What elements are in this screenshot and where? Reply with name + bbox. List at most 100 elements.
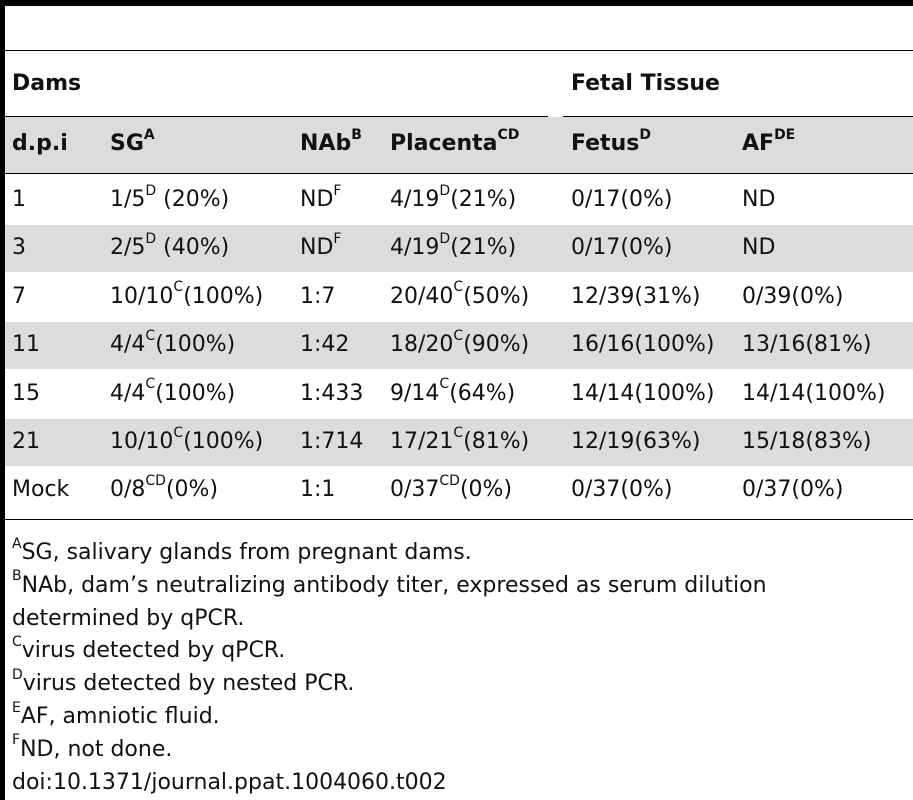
placenta-value: 17/21	[390, 429, 454, 454]
placenta-percent: (64%)	[449, 380, 516, 406]
placenta-percent: (50%)	[463, 283, 530, 309]
footnote-line: determined by qPCR.	[12, 606, 244, 632]
cell-sg: 4/4C(100%)	[110, 329, 236, 358]
cell-placenta: 20/40C(50%)	[390, 280, 530, 310]
cell-dpi: Mock	[12, 477, 69, 503]
fetus-value: 16/16(100%)	[571, 332, 715, 358]
sg-value: 1/5	[110, 187, 146, 212]
fetus-value: 0/17(0%)	[571, 187, 673, 212]
header-label: NAb	[300, 131, 352, 156]
cell-placenta: 9/14C(64%)	[390, 377, 516, 407]
cell-placenta: 0/37CD(0%)	[390, 474, 512, 503]
rule-fetal-group	[563, 116, 913, 117]
nab-value: ND	[300, 187, 334, 212]
fetus-value: 0/17(0%)	[571, 235, 673, 261]
nab-value: 1:7	[300, 283, 336, 309]
cell-fetus: 0/37(0%)	[571, 477, 672, 503]
cell-dpi: 7	[12, 284, 26, 310]
placenta-value: 9/14	[390, 380, 440, 406]
af-value: 0/39(0%)	[742, 283, 844, 309]
nab-superscript: F	[333, 231, 342, 248]
af-value: 15/18(83%)	[742, 429, 872, 454]
cell-af: 14/14(100%)	[742, 381, 885, 407]
footnote-marker: C	[12, 634, 22, 651]
footnote-marker: E	[12, 699, 21, 716]
cell-af: ND	[742, 187, 775, 213]
cell-placenta: 17/21C(81%)	[390, 426, 529, 455]
cell-af: 0/39(0%)	[742, 284, 843, 310]
af-value: ND	[742, 235, 776, 261]
cell-nab: NDF	[300, 184, 341, 213]
rule-under-caption	[5, 50, 913, 51]
cell-af: 15/18(83%)	[742, 429, 871, 455]
cell-nab: 1:1	[300, 477, 335, 503]
nab-value: 1:433	[300, 380, 364, 406]
placenta-superscript: C	[453, 279, 464, 296]
placenta-superscript: C	[453, 424, 464, 441]
dpi-value: 15	[12, 380, 40, 406]
placenta-superscript: CD	[439, 473, 460, 490]
cell-placenta: 4/19D(21%)	[390, 184, 517, 213]
footnote-marker: B	[12, 568, 22, 585]
footnote-marker: A	[12, 535, 22, 552]
sg-percent: (100%)	[155, 332, 236, 358]
dpi-value: 1	[12, 187, 26, 212]
sg-percent: (100%)	[155, 380, 236, 406]
sg-percent: (0%)	[165, 477, 219, 503]
sg-superscript: C	[145, 376, 156, 393]
fetus-value: 0/37(0%)	[571, 477, 673, 503]
header-superscript: CD	[497, 126, 520, 143]
header-label: AF	[742, 131, 775, 156]
rule-dams-group	[5, 116, 548, 117]
cell-placenta: 4/19D(21%)	[390, 232, 517, 261]
header-label: Fetus	[571, 131, 640, 156]
cell-fetus: 12/19(63%)	[571, 429, 700, 455]
rule-under-header	[5, 173, 913, 174]
cell-fetus: 16/16(100%)	[571, 332, 714, 358]
sg-superscript: D	[145, 182, 157, 199]
group-header-fetal: Fetal Tissue	[571, 71, 720, 96]
nab-value: ND	[300, 235, 334, 261]
row-band	[5, 321, 913, 370]
cell-fetus: 0/17(0%)	[571, 187, 672, 213]
fetus-value: 12/39(31%)	[571, 283, 701, 309]
cell-dpi: 3	[12, 235, 26, 261]
header-col-dpi: d.p.i	[12, 131, 68, 157]
footnote-line: EAF, amniotic fluid.	[12, 701, 220, 730]
sg-value: 10/10	[110, 283, 174, 309]
placenta-value: 18/20	[390, 332, 454, 358]
footnote-marker: D	[12, 666, 23, 683]
cell-dpi: 21	[12, 429, 40, 455]
cell-dpi: 11	[12, 332, 40, 358]
footnote-text: virus detected by nested PCR.	[22, 671, 355, 697]
sg-superscript: C	[173, 424, 184, 441]
cell-dpi: 15	[12, 381, 40, 407]
cell-sg: 0/8CD(0%)	[110, 474, 219, 503]
placenta-percent: (21%)	[450, 235, 517, 261]
header-col-placenta: PlacentaCD	[390, 128, 519, 157]
cell-fetus: 0/17(0%)	[571, 235, 672, 261]
placenta-superscript: C	[439, 376, 450, 393]
placenta-superscript: D	[439, 231, 451, 248]
left-rule	[0, 0, 5, 800]
cell-sg: 10/10C(100%)	[110, 280, 263, 310]
sg-value: 2/5	[110, 235, 146, 261]
dpi-value: 7	[12, 283, 26, 309]
af-value: ND	[742, 187, 776, 212]
sg-value: 10/10	[110, 429, 174, 454]
sg-percent: (40%)	[156, 235, 230, 261]
placenta-value: 4/19	[390, 235, 440, 261]
sg-superscript: C	[173, 279, 184, 296]
cell-nab: 1:433	[300, 381, 363, 407]
footnote-line: FND, not done.	[12, 733, 172, 763]
af-value: 13/16(81%)	[742, 332, 872, 358]
header-superscript: B	[351, 126, 362, 143]
placenta-percent: (21%)	[450, 187, 517, 212]
sg-percent: (20%)	[156, 187, 230, 212]
cell-sg: 2/5D (40%)	[110, 232, 230, 261]
cell-fetus: 12/39(31%)	[571, 284, 700, 310]
row-band	[5, 418, 913, 466]
fetus-value: 12/19(63%)	[571, 429, 701, 454]
cell-nab: 1:714	[300, 429, 363, 455]
header-label: d.p.i	[12, 131, 68, 156]
